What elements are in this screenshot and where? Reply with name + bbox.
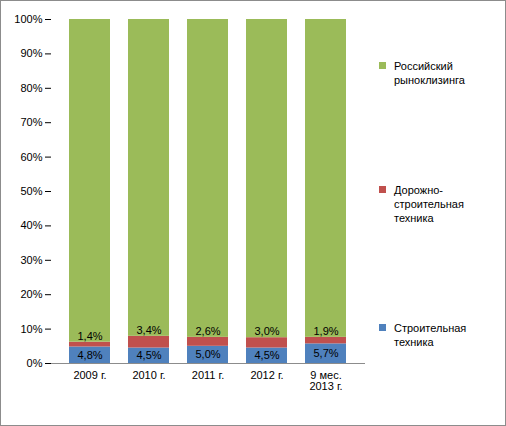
svg-text:5,7%: 5,7% [313,347,338,359]
svg-text:4,8%: 4,8% [77,349,102,361]
svg-text:4,5%: 4,5% [254,349,279,361]
svg-text:3,0%: 3,0% [254,325,279,337]
svg-text:2011 г.: 2011 г. [192,369,224,381]
svg-text:9 мес.2013 г.: 9 мес.2013 г. [309,369,342,392]
html-text:Дорожно-строительная техника: Дорожно-строительная техника [394,184,464,224]
svg-text:90%: 90% [20,47,42,59]
svg-text:30%: 30% [20,254,42,266]
svg-text:40%: 40% [20,219,42,231]
svg-text:60%: 60% [20,151,42,163]
svg-text:70%: 70% [20,116,42,128]
svg-text:100%: 100% [14,13,42,25]
svg-text:2009 г.: 2009 г. [73,369,106,381]
svg-text:2012 г.: 2012 г. [250,369,283,381]
svg-text:3,4%: 3,4% [136,324,161,336]
svg-text:0%: 0% [27,357,43,369]
svg-text:4,5%: 4,5% [136,349,161,361]
svg-text:50%: 50% [20,185,42,197]
html-text:Строительная техника: Строительная техника [394,322,467,348]
svg-text:20%: 20% [20,288,42,300]
svg-text:1,4%: 1,4% [77,330,102,342]
svg-text:2010 г.: 2010 г. [132,369,165,381]
svg-text:5,0%: 5,0% [195,348,220,360]
svg-text:2,6%: 2,6% [195,325,220,337]
svg-text:10%: 10% [20,323,42,335]
svg-text:1,9%: 1,9% [313,325,338,337]
svg-text:80%: 80% [20,82,42,94]
html-text:Российский рыноклизинга: Российский рыноклизинга [394,60,465,86]
